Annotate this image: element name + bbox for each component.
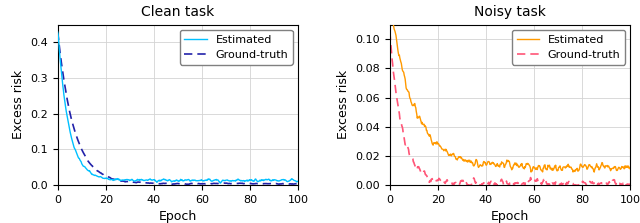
Estimated <box>527 171 535 173</box>
Ground-truth <box>289 183 297 186</box>
Estimated <box>289 178 297 181</box>
Ground-truth <box>170 183 177 186</box>
Estimated <box>387 1 394 4</box>
Ground-truth <box>252 182 259 185</box>
Estimated <box>54 30 61 33</box>
Ground-truth <box>584 183 591 186</box>
Line: Estimated: Estimated <box>390 3 630 172</box>
Ground-truth <box>502 182 510 184</box>
X-axis label: Epoch: Epoch <box>159 210 197 223</box>
Estimated <box>184 178 191 181</box>
Estimated <box>197 179 205 182</box>
Ground-truth <box>516 182 524 185</box>
Legend: Estimated, Ground-truth: Estimated, Ground-truth <box>180 30 292 64</box>
Estimated <box>516 165 524 167</box>
Estimated <box>502 163 510 165</box>
Ground-truth <box>294 182 302 185</box>
Ground-truth <box>184 183 191 186</box>
Title: Clean task: Clean task <box>141 5 214 19</box>
Ground-truth <box>621 182 629 184</box>
Line: Ground-truth: Ground-truth <box>58 32 298 184</box>
Title: Noisy task: Noisy task <box>474 5 546 19</box>
Estimated <box>584 166 592 169</box>
Estimated <box>252 178 259 180</box>
Estimated <box>170 180 177 182</box>
Ground-truth <box>386 31 394 33</box>
Line: Ground-truth: Ground-truth <box>390 32 630 185</box>
Y-axis label: Excess risk: Excess risk <box>337 70 349 139</box>
Ground-truth <box>54 30 61 33</box>
Estimated <box>530 167 538 169</box>
Ground-truth <box>198 182 205 185</box>
Ground-truth <box>184 183 192 186</box>
Estimated <box>168 180 176 183</box>
Ground-truth <box>500 183 508 186</box>
Y-axis label: Excess risk: Excess risk <box>12 70 24 139</box>
Estimated <box>294 180 302 183</box>
Ground-truth <box>627 183 634 186</box>
Ground-truth <box>168 183 176 185</box>
Line: Estimated: Estimated <box>58 32 298 183</box>
Estimated <box>500 166 508 169</box>
Estimated <box>627 168 634 170</box>
Ground-truth <box>449 184 457 186</box>
Estimated <box>621 166 629 169</box>
X-axis label: Epoch: Epoch <box>491 210 529 223</box>
Estimated <box>216 182 224 184</box>
Ground-truth <box>530 180 538 182</box>
Estimated <box>386 16 394 19</box>
Legend: Estimated, Ground-truth: Estimated, Ground-truth <box>512 30 625 64</box>
